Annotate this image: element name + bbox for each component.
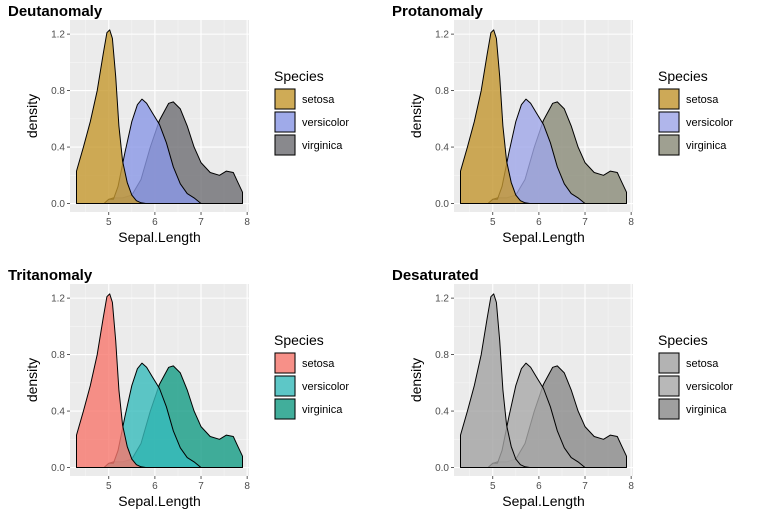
x-axis-title: Sepal.Length — [502, 493, 585, 509]
x-tick-label: 6 — [536, 217, 542, 228]
legend: Species setosa versicolor virginica — [658, 68, 733, 156]
y-tick-label: 0.0 — [435, 199, 449, 210]
legend: Species setosa versicolor virginica — [274, 332, 349, 420]
y-tick-label: 1.2 — [51, 30, 65, 41]
legend: Species setosa versicolor virginica — [658, 332, 733, 420]
legend-label-virginica: virginica — [302, 140, 343, 152]
density-area-setosa — [460, 293, 531, 468]
panel-title: Tritanomaly — [8, 267, 93, 284]
x-axis-title: Sepal.Length — [118, 229, 201, 245]
legend-title: Species — [274, 332, 324, 348]
y-tick-label: 0.8 — [435, 86, 449, 97]
y-tick-label: 0.8 — [51, 86, 65, 97]
legend-swatch-setosa — [274, 88, 296, 110]
x-tick-label: 7 — [582, 481, 588, 492]
legend-swatch-versicolor — [658, 375, 680, 397]
x-tick-label: 6 — [152, 217, 158, 228]
legend-label-versicolor: versicolor — [686, 381, 733, 393]
x-tick-label: 8 — [244, 481, 250, 492]
panel-protanomaly: Protanomaly 5 6 7 8 0.0 0.4 0.8 1.2 Sepal.Length d… — [392, 3, 733, 245]
legend-swatch-virginica — [658, 134, 680, 156]
legend-label-virginica: virginica — [302, 404, 343, 416]
legend-label-virginica: virginica — [686, 140, 727, 152]
legend-swatch-versicolor — [274, 375, 296, 397]
legend-swatch-setosa — [658, 352, 680, 374]
x-tick-label: 5 — [490, 481, 496, 492]
y-axis-title: density — [24, 358, 40, 402]
legend-label-virginica: virginica — [686, 404, 727, 416]
density-area-setosa — [460, 29, 531, 204]
y-tick-label: 0.0 — [51, 199, 65, 210]
y-tick-label: 0.4 — [51, 407, 65, 418]
x-tick-label: 7 — [582, 217, 588, 228]
x-axis-title: Sepal.Length — [502, 229, 585, 245]
legend-label-setosa: setosa — [302, 358, 335, 370]
legend-title: Species — [274, 68, 324, 84]
y-tick-label: 0.0 — [51, 463, 65, 474]
y-axis-title: density — [24, 94, 40, 138]
legend-label-setosa: setosa — [686, 358, 719, 370]
panel-desaturated: Desaturated 5 6 7 8 0.0 0.4 0.8 1.2 Sepal.Length d… — [392, 267, 733, 509]
legend: Species setosa versicolor virginica — [274, 68, 349, 156]
x-tick-label: 6 — [536, 481, 542, 492]
legend-title: Species — [658, 68, 708, 84]
legend-label-setosa: setosa — [686, 94, 719, 106]
x-tick-label: 5 — [106, 481, 112, 492]
y-tick-label: 1.2 — [51, 294, 65, 305]
legend-swatch-versicolor — [658, 111, 680, 133]
legend-swatch-setosa — [274, 352, 296, 374]
density-area-setosa — [76, 29, 147, 204]
x-axis-title: Sepal.Length — [118, 493, 201, 509]
y-axis-title: density — [408, 94, 424, 138]
legend-swatch-virginica — [274, 134, 296, 156]
y-tick-label: 0.0 — [435, 463, 449, 474]
y-tick-label: 0.8 — [435, 350, 449, 361]
legend-title: Species — [658, 332, 708, 348]
x-tick-label: 6 — [152, 481, 158, 492]
x-tick-label: 7 — [198, 217, 204, 228]
legend-label-setosa: setosa — [302, 94, 335, 106]
y-tick-label: 0.4 — [435, 143, 449, 154]
y-tick-label: 1.2 — [435, 30, 449, 41]
density-area-setosa — [76, 293, 147, 468]
y-tick-label: 0.8 — [51, 350, 65, 361]
y-tick-label: 0.4 — [435, 407, 449, 418]
legend-label-versicolor: versicolor — [686, 117, 733, 129]
x-tick-label: 5 — [490, 217, 496, 228]
x-tick-label: 8 — [244, 217, 250, 228]
legend-swatch-virginica — [274, 398, 296, 420]
panel-tritanomaly: Tritanomaly 5 6 7 8 0.0 0.4 0.8 1.2 Sepal.Length d… — [8, 267, 349, 509]
legend-label-versicolor: versicolor — [302, 117, 349, 129]
x-tick-label: 5 — [106, 217, 112, 228]
panel-title: Desaturated — [392, 267, 479, 284]
y-tick-label: 0.4 — [51, 143, 65, 154]
x-tick-label: 8 — [628, 217, 634, 228]
x-tick-label: 8 — [628, 481, 634, 492]
legend-swatch-versicolor — [274, 111, 296, 133]
y-tick-label: 1.2 — [435, 294, 449, 305]
legend-label-versicolor: versicolor — [302, 381, 349, 393]
y-axis-title: density — [408, 358, 424, 402]
x-tick-label: 7 — [198, 481, 204, 492]
panel-deutanomaly: Deutanomaly 5 6 7 8 0.0 0.4 0.8 1.2 Sepal.Length d… — [8, 3, 349, 245]
legend-swatch-virginica — [658, 398, 680, 420]
panel-title: Protanomaly — [392, 3, 484, 20]
panel-title: Deutanomaly — [8, 3, 103, 20]
legend-swatch-setosa — [658, 88, 680, 110]
